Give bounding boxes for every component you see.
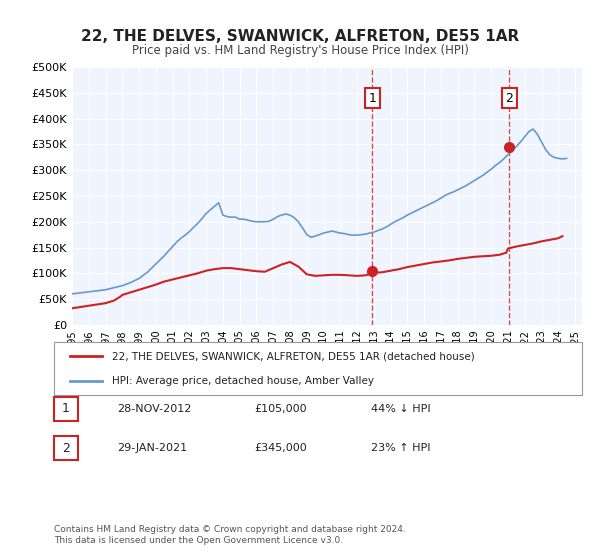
Text: Price paid vs. HM Land Registry's House Price Index (HPI): Price paid vs. HM Land Registry's House … (131, 44, 469, 57)
Text: HPI: Average price, detached house, Amber Valley: HPI: Average price, detached house, Ambe… (112, 376, 374, 386)
Text: This data is licensed under the Open Government Licence v3.0.: This data is licensed under the Open Gov… (54, 536, 343, 545)
Text: 23% ↑ HPI: 23% ↑ HPI (371, 443, 430, 453)
Text: £345,000: £345,000 (254, 443, 307, 453)
Text: Contains HM Land Registry data © Crown copyright and database right 2024.: Contains HM Land Registry data © Crown c… (54, 525, 406, 534)
FancyBboxPatch shape (54, 436, 78, 460)
Text: 2: 2 (505, 92, 513, 105)
Text: 1: 1 (62, 402, 70, 416)
Text: £105,000: £105,000 (254, 404, 307, 414)
Text: 28-NOV-2012: 28-NOV-2012 (118, 404, 192, 414)
Text: 22, THE DELVES, SWANWICK, ALFRETON, DE55 1AR (detached house): 22, THE DELVES, SWANWICK, ALFRETON, DE55… (112, 352, 475, 362)
Text: 1: 1 (368, 92, 376, 105)
FancyBboxPatch shape (54, 342, 582, 395)
Text: 29-JAN-2021: 29-JAN-2021 (118, 443, 187, 453)
Text: 44% ↓ HPI: 44% ↓ HPI (371, 404, 430, 414)
FancyBboxPatch shape (54, 396, 78, 421)
Text: 2: 2 (62, 441, 70, 455)
Text: 22, THE DELVES, SWANWICK, ALFRETON, DE55 1AR: 22, THE DELVES, SWANWICK, ALFRETON, DE55… (81, 29, 519, 44)
